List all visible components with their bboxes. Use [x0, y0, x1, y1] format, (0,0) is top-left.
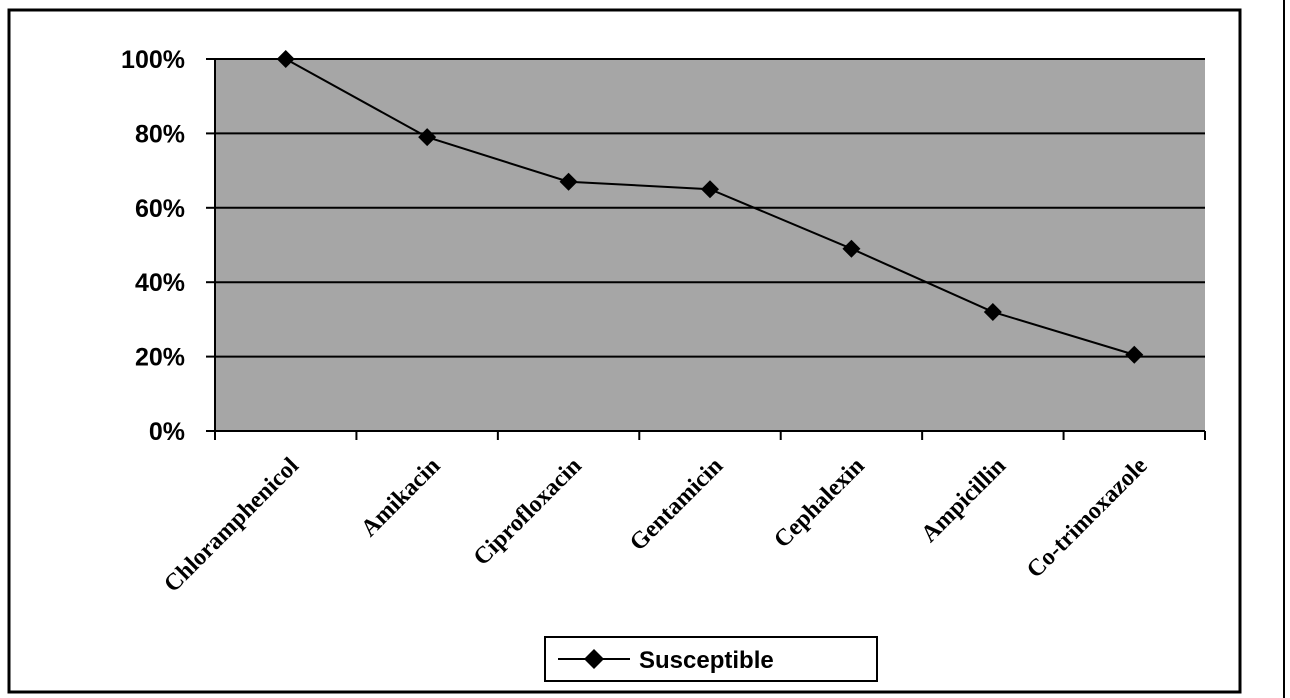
y-axis-ticks: 0% 20% 40% 60% 80% 100%: [121, 46, 215, 446]
y-tick-label: 40%: [135, 269, 185, 297]
data-point-marker: [559, 172, 578, 191]
legend-label: Susceptible: [639, 647, 774, 674]
gridlines: [215, 58, 1205, 358]
plot-area: [215, 59, 1205, 431]
y-tick-label: 80%: [135, 120, 185, 148]
y-tick-label: 20%: [135, 344, 185, 372]
y-tick-label: 100%: [121, 46, 185, 74]
legend: Susceptible: [544, 636, 878, 682]
data-point-marker: [842, 239, 861, 258]
data-point-marker: [1125, 345, 1144, 364]
data-point-marker: [983, 302, 1002, 321]
y-tick-label: 60%: [135, 195, 185, 223]
data-point-marker: [418, 128, 437, 147]
axes: [214, 59, 1205, 432]
y-tick-label: 0%: [149, 418, 185, 446]
data-point-marker: [276, 50, 295, 68]
legend-marker-swatch: [584, 649, 604, 669]
series-group: [276, 50, 1144, 364]
data-point-marker: [701, 180, 719, 199]
